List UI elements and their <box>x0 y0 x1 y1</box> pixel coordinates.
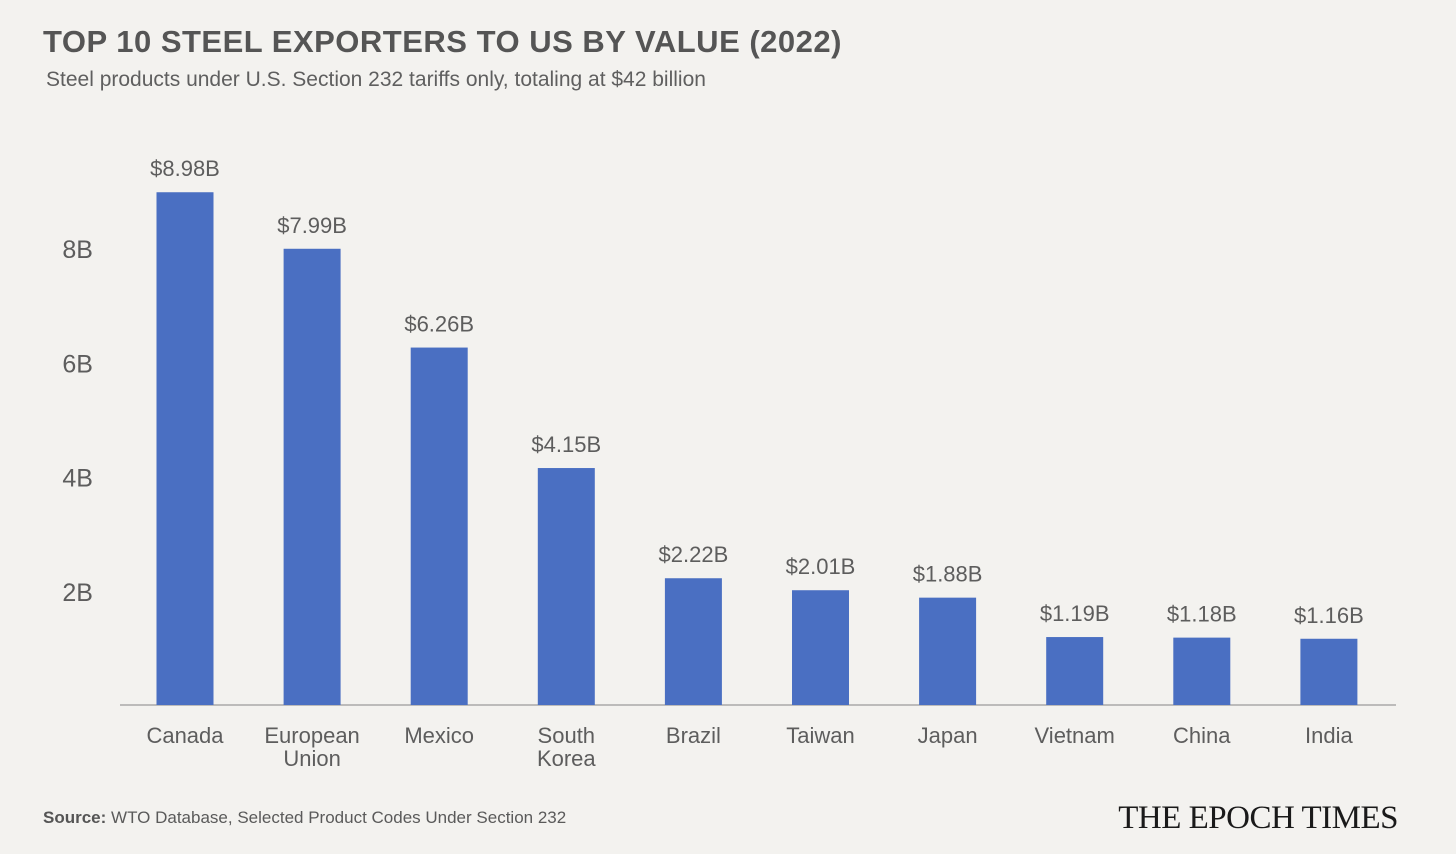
y-tick-label: 6B <box>62 350 93 378</box>
bar <box>283 248 341 705</box>
x-tick-label: Mexico <box>404 723 474 748</box>
bar <box>1173 637 1231 705</box>
data-label: $6.26B <box>404 312 474 337</box>
x-tick-label: European <box>264 723 359 748</box>
x-tick-label: Taiwan <box>786 723 854 748</box>
data-label: $1.16B <box>1294 603 1364 628</box>
x-tick-label: South <box>538 723 596 748</box>
data-label: $1.88B <box>913 562 983 587</box>
x-tick-label: Japan <box>918 723 978 748</box>
x-tick-label: China <box>1173 723 1231 748</box>
x-tick-label: Canada <box>146 723 224 748</box>
source-label: Source: <box>43 808 107 827</box>
x-tick-label: Vietnam <box>1035 723 1115 748</box>
data-label: $8.98B <box>150 156 220 181</box>
data-label: $1.19B <box>1040 601 1110 626</box>
y-tick-label: 4B <box>62 465 93 493</box>
x-tick-label: India <box>1305 723 1353 748</box>
bar <box>792 590 849 705</box>
x-tick-label: Brazil <box>666 723 721 748</box>
data-label: $7.99B <box>277 213 347 238</box>
data-label: $4.15B <box>531 432 601 457</box>
chart-subtitle: Steel products under U.S. Section 232 ta… <box>46 68 706 91</box>
data-label: $1.18B <box>1167 602 1237 627</box>
bar <box>1300 638 1358 705</box>
y-tick-label: 8B <box>62 236 93 264</box>
chart-title: TOP 10 STEEL EXPORTERS TO US BY VALUE (2… <box>43 24 842 59</box>
bar <box>664 578 722 705</box>
source-text: WTO Database, Selected Product Codes Und… <box>111 808 567 827</box>
publisher-logo: THE EPOCH TIMES <box>1118 800 1398 836</box>
bar <box>156 192 214 705</box>
bar <box>410 347 468 705</box>
data-label: $2.01B <box>786 554 856 579</box>
y-tick-label: 2B <box>62 579 93 607</box>
bar <box>1046 637 1104 705</box>
x-tick-label: Korea <box>537 746 596 771</box>
data-label: $2.22B <box>659 542 729 567</box>
source-note: Source: WTO Database, Selected Product C… <box>43 808 566 828</box>
bar <box>919 597 977 705</box>
bar <box>537 468 595 705</box>
x-tick-label: Union <box>283 746 340 771</box>
